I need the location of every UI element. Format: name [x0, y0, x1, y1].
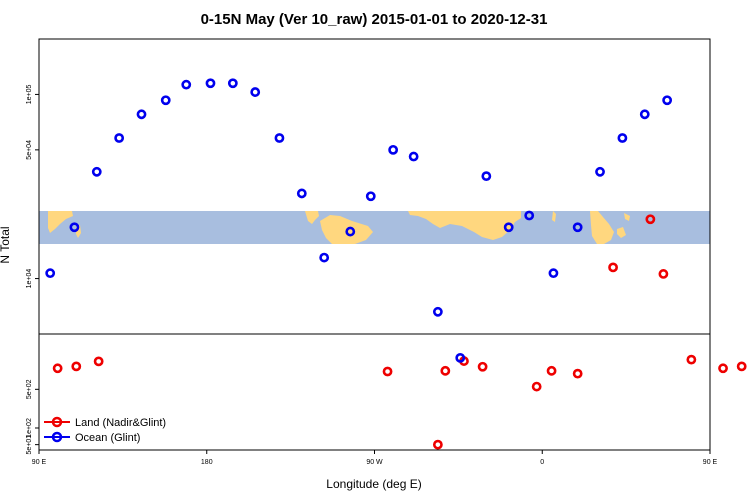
ocean-data-point: [365, 191, 376, 202]
legend-label-land: Land (Nadir&Glint): [75, 417, 166, 429]
ocean-data-point: [595, 166, 605, 177]
ocean-data-point: [639, 109, 650, 120]
x-tick-label: 90 E: [703, 459, 718, 466]
legend-marker: [51, 431, 63, 443]
ocean-data-point: [432, 306, 443, 317]
x-tick-label: 90 E: [32, 459, 47, 466]
land-data-point: [718, 363, 728, 374]
land-data-point: [736, 361, 747, 372]
ocean-data-point: [388, 144, 399, 155]
x-tick-label: 180: [201, 459, 213, 466]
ocean-data-point: [617, 133, 628, 143]
y-tick-label: 5e+04: [26, 140, 33, 160]
land-data-point: [608, 262, 618, 273]
land-data-point: [658, 269, 669, 279]
land-data-point: [572, 368, 583, 379]
land-data-point: [93, 356, 104, 367]
ocean-data-point: [503, 222, 514, 233]
data-points: [45, 78, 747, 450]
legend-item-ocean: Ocean (Glint): [44, 431, 140, 444]
ocean-data-point: [524, 210, 535, 221]
land-data-point: [645, 214, 656, 225]
ocean-data-point: [548, 268, 559, 279]
ocean-data-point: [274, 133, 285, 143]
land-data-point: [531, 381, 542, 392]
y-tick-label: 1e+02: [26, 418, 33, 438]
land-data-point: [686, 354, 697, 365]
ocean-data-point: [572, 222, 583, 233]
y-tick-label: 1e+05: [26, 84, 33, 104]
y-tick-label: 5e+01: [26, 435, 33, 455]
ocean-data-point: [408, 151, 419, 162]
land-data-point: [440, 365, 451, 376]
chart-title: 0-15N May (Ver 10_raw) 2015-01-01 to 202…: [201, 11, 548, 28]
legend-item-land: Land (Nadir&Glint): [44, 416, 166, 429]
ocean-data-point: [481, 171, 492, 182]
ocean-data-point: [205, 78, 216, 89]
land-data-point: [546, 365, 557, 376]
ocean-data-point: [69, 222, 80, 233]
ocean-data-point: [319, 252, 330, 263]
plot-frame: [38, 38, 711, 451]
ocean-data-point: [136, 109, 147, 120]
ocean-data-point: [45, 268, 56, 279]
x-tick-label: 90 W: [366, 459, 383, 466]
ocean-data-point: [345, 226, 356, 237]
x-axis-label: Longitude (deg E): [326, 477, 421, 491]
land-data-point: [52, 363, 63, 374]
land-data-point: [382, 366, 393, 377]
ocean-data-point: [227, 78, 238, 89]
land-data-point: [477, 361, 488, 372]
ocean-data-point: [296, 188, 307, 199]
legend: Land (Nadir&Glint) Ocean (Glint): [44, 416, 166, 444]
y-tick-label: 5e+02: [26, 379, 33, 399]
land-data-point: [71, 361, 82, 372]
ocean-data-point: [662, 95, 673, 106]
x-tick-label: 0: [540, 459, 544, 466]
map-band: [39, 211, 710, 244]
legend-label-ocean: Ocean (Glint): [75, 432, 140, 444]
y-axis-label: N Total: [0, 226, 12, 263]
ocean-data-point: [250, 87, 261, 97]
land-data-point: [432, 439, 443, 450]
land-shapes: [48, 211, 630, 244]
ocean-data-point: [160, 95, 171, 106]
y-tick-label: 1e+04: [26, 269, 33, 289]
legend-marker: [51, 416, 63, 428]
ocean-data-point: [181, 79, 192, 90]
ocean-data-point: [455, 352, 466, 363]
ocean-data-point: [91, 166, 102, 177]
ocean-data-point: [114, 133, 125, 143]
